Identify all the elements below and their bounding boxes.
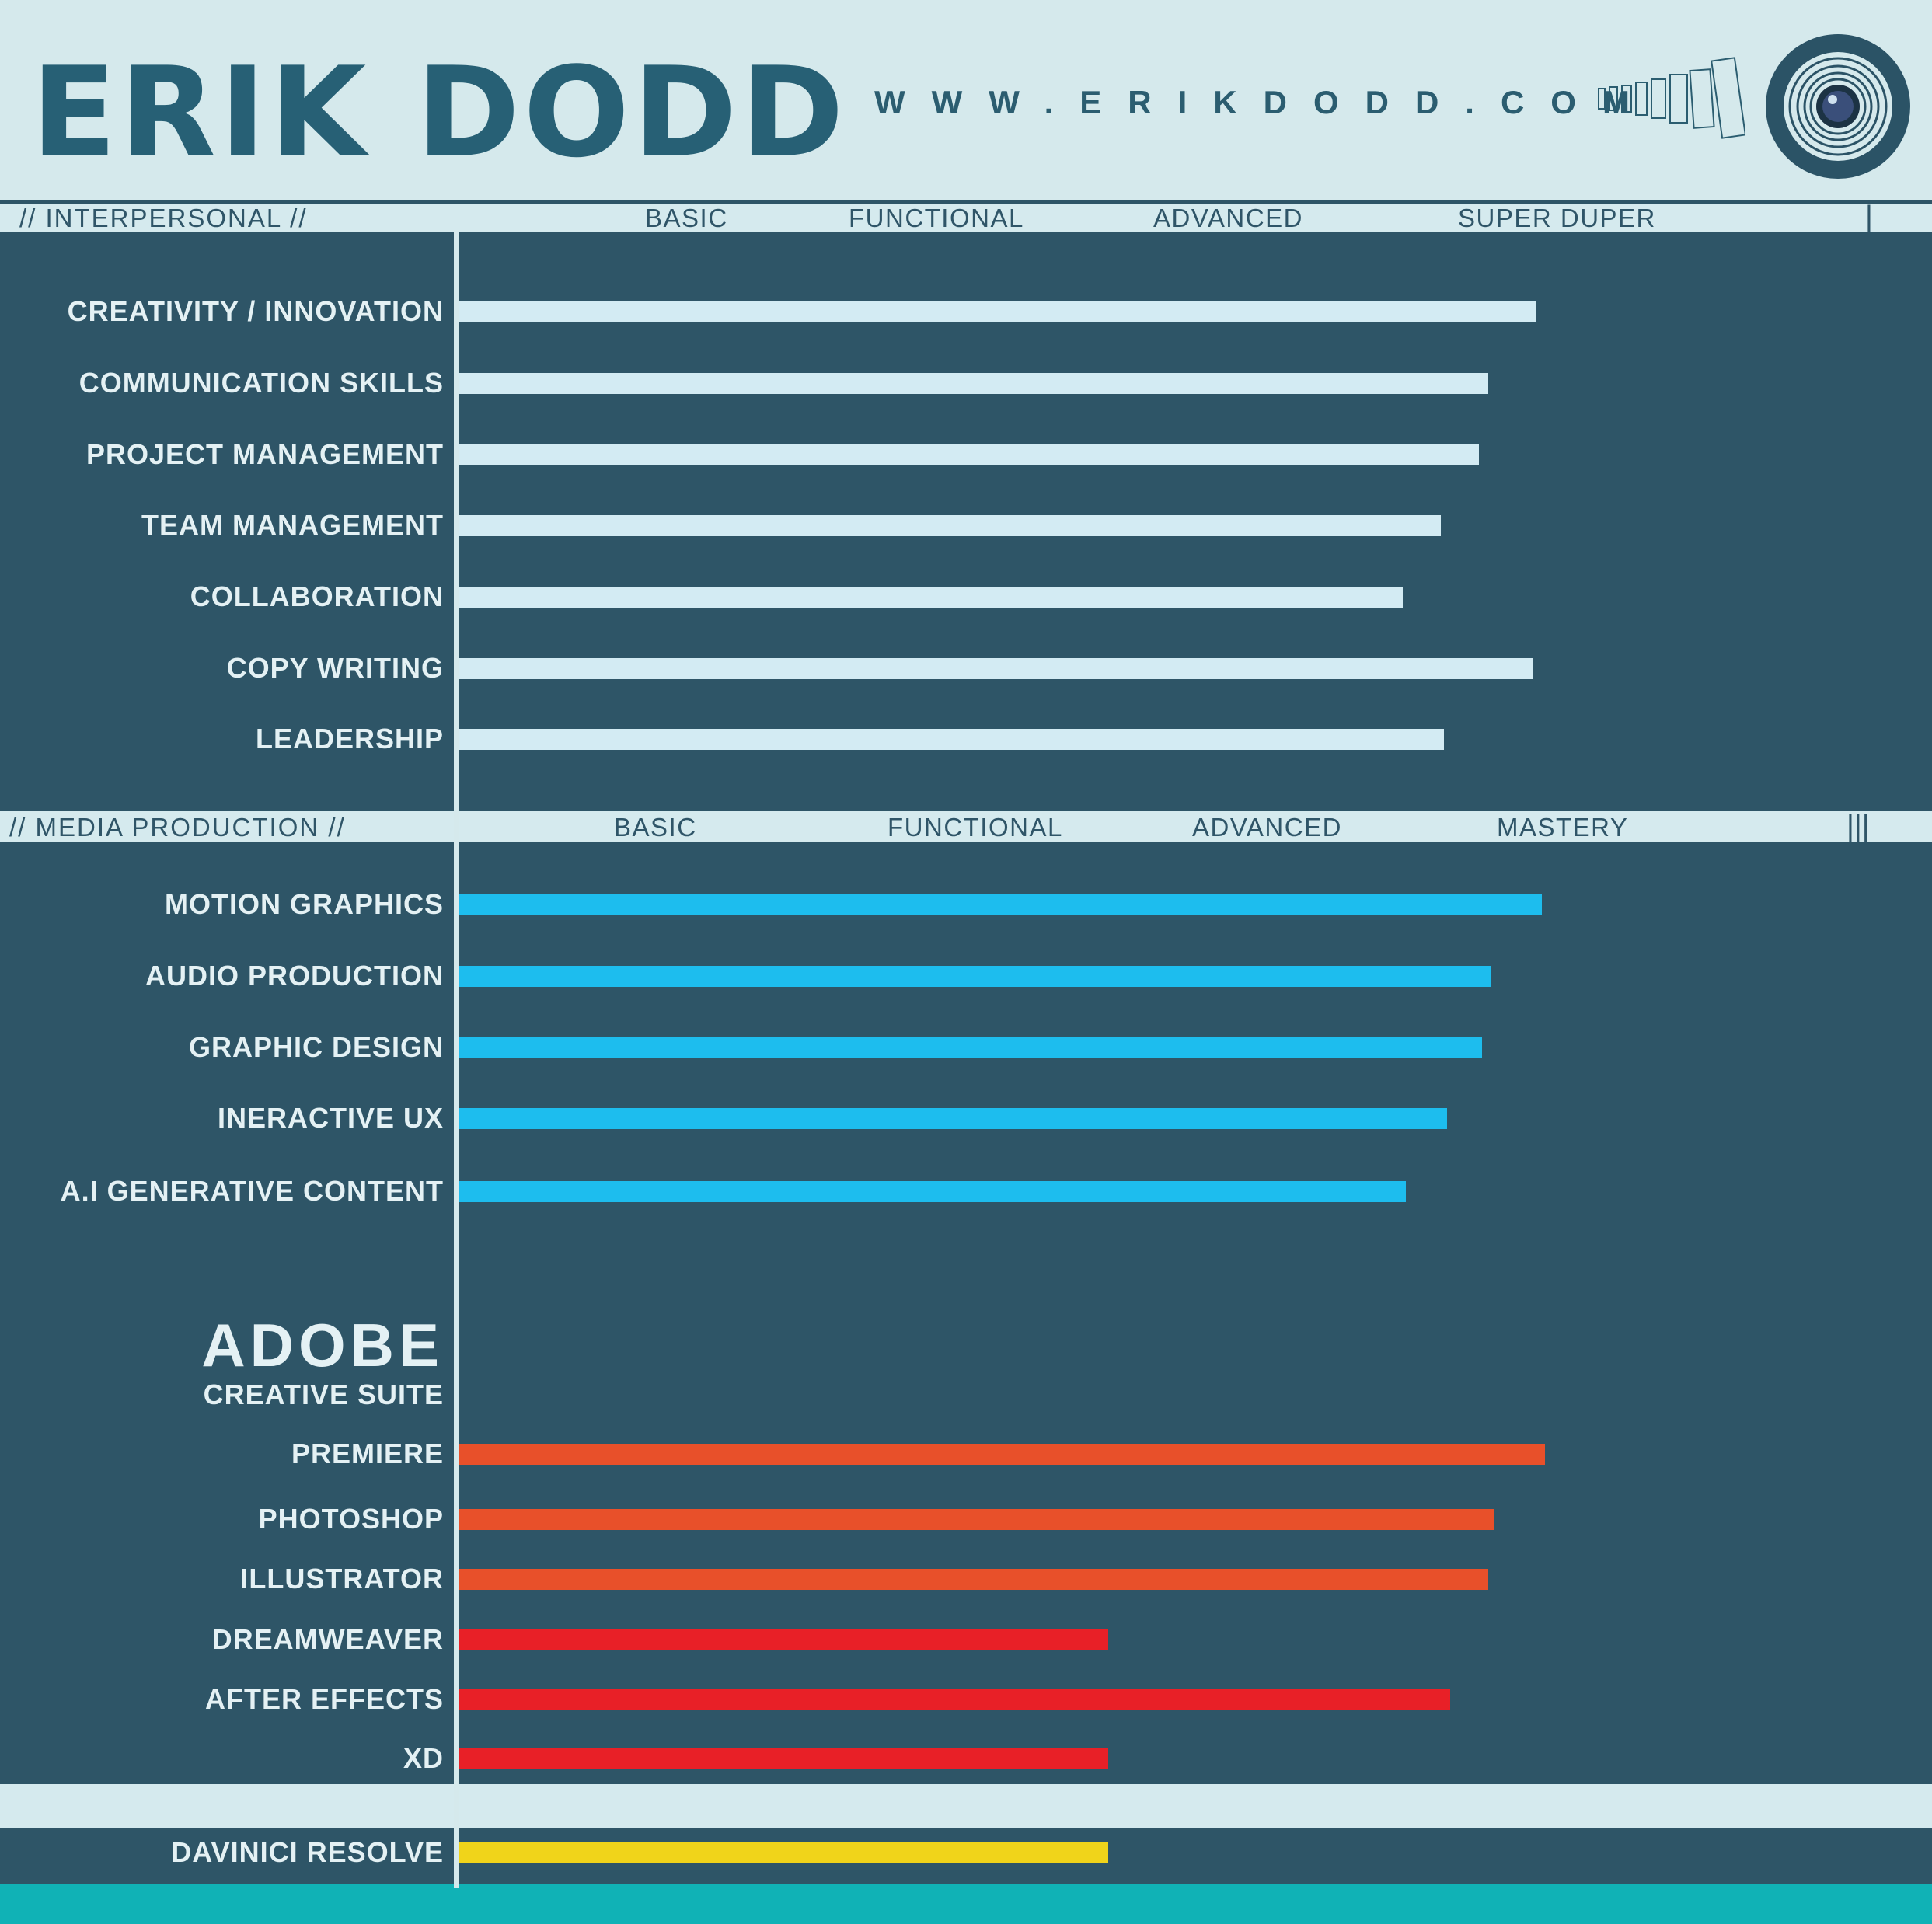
bar-label: LEADERSHIP <box>255 723 444 755</box>
bar <box>459 515 1441 536</box>
bar <box>459 444 1479 465</box>
bar-label: COPY WRITING <box>226 652 444 684</box>
bar-label: PHOTOSHOP <box>258 1503 444 1535</box>
bar-label: ILLUSTRATOR <box>240 1563 444 1595</box>
end-marker: ||| <box>1847 810 1870 842</box>
bar-label: AFTER EFFECTS <box>205 1683 444 1715</box>
level-label: FUNCTIONAL <box>849 204 1024 232</box>
footer-band <box>0 1884 1932 1924</box>
bar <box>459 1842 1108 1863</box>
interpersonal-header: // INTERPERSONAL // BASIC FUNCTIONAL ADV… <box>0 200 1932 233</box>
bar-label: DREAMWEAVER <box>211 1623 444 1655</box>
bar <box>459 587 1403 608</box>
adobe-title: ADOBE <box>201 1311 444 1379</box>
bar <box>459 1037 1482 1058</box>
media-production-header: // MEDIA PRODUCTION // BASIC FUNCTIONAL … <box>0 810 1932 842</box>
bar <box>459 1629 1108 1650</box>
level-label: MASTERY <box>1497 813 1629 842</box>
bar <box>459 1509 1494 1530</box>
bar <box>459 1444 1545 1465</box>
bar-label: TEAM MANAGEMENT <box>141 509 444 541</box>
level-label: BASIC <box>645 204 728 232</box>
bar <box>459 966 1491 987</box>
chart-axis-divider <box>454 230 459 1888</box>
film-strip-icon <box>1598 57 1745 139</box>
bar-label: GRAPHIC DESIGN <box>188 1031 444 1063</box>
bar-label: INERACTIVE UX <box>217 1102 444 1134</box>
bar-label: MOTION GRAPHICS <box>164 888 444 920</box>
bar-label: AUDIO PRODUCTION <box>145 960 444 992</box>
bar <box>459 1181 1406 1202</box>
bar <box>459 1108 1447 1129</box>
bar <box>459 373 1488 394</box>
end-marker: | <box>1865 200 1873 233</box>
bar <box>459 658 1533 679</box>
section-separator <box>0 1784 1932 1828</box>
level-label: BASIC <box>614 813 697 842</box>
bar <box>459 1569 1488 1590</box>
bar-label: PREMIERE <box>291 1438 444 1469</box>
adobe-subtitle: CREATIVE SUITE <box>203 1379 444 1410</box>
bar <box>459 1748 1108 1769</box>
section-title: // INTERPERSONAL // <box>19 204 308 232</box>
bar-label: A.I GENERATIVE CONTENT <box>60 1175 444 1207</box>
bar <box>459 1689 1450 1710</box>
bar-label: DAVINICI RESOLVE <box>171 1836 444 1868</box>
level-label: FUNCTIONAL <box>888 813 1063 842</box>
level-label: ADVANCED <box>1192 813 1342 842</box>
bar-label: CREATIVITY / INNOVATION <box>67 295 444 327</box>
level-label: SUPER DUPER <box>1458 204 1656 232</box>
bar-label: PROJECT MANAGEMENT <box>85 438 444 470</box>
level-label: ADVANCED <box>1153 204 1303 232</box>
camera-lens-icon <box>1766 34 1910 179</box>
bar <box>459 729 1444 750</box>
bar-label: COLLABORATION <box>190 580 444 612</box>
svg-text:ERIK DODD: ERIK DODD <box>31 47 847 163</box>
bar <box>459 894 1542 915</box>
bar-label: XD <box>403 1742 444 1774</box>
bar <box>459 301 1536 322</box>
website-url[interactable]: WWW.ERIKDODD.COM <box>874 84 1656 120</box>
bar-label: COMMUNICATION SKILLS <box>78 367 444 399</box>
logo: ERIK DODD <box>31 47 847 163</box>
section-title: // MEDIA PRODUCTION // <box>9 813 346 842</box>
